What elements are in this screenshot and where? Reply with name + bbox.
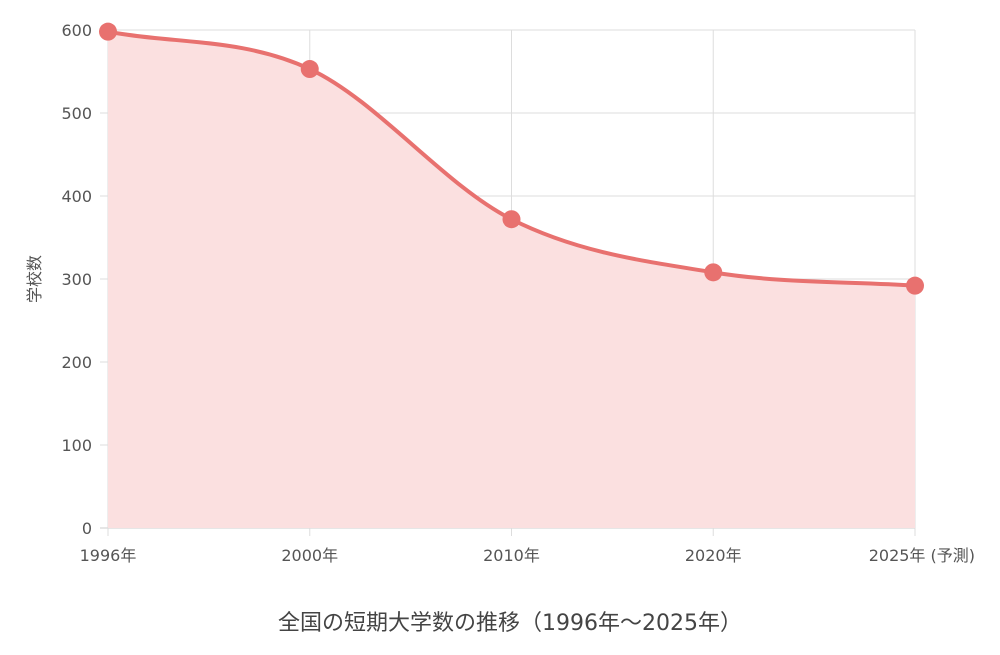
y-axis-ticks: 0 100 200 300 400 500 600	[61, 21, 92, 538]
data-point[interactable]	[906, 276, 924, 295]
y-tick-label: 200	[61, 353, 92, 372]
y-tick-label: 500	[61, 104, 92, 123]
area-fill	[108, 31, 915, 528]
data-point[interactable]	[99, 22, 117, 41]
data-point[interactable]	[502, 210, 521, 229]
x-tick-label: 2000年	[281, 546, 338, 565]
x-tick-label: 2010年	[483, 546, 540, 565]
x-tick-label: 2020年	[685, 546, 742, 565]
x-axis-ticks: 1996年 2000年 2010年 2020年 2025年 (予測)	[80, 546, 975, 565]
data-points	[99, 22, 924, 295]
x-tick-label: 2025年 (予測)	[869, 546, 975, 565]
chart-title: 全国の短期大学数の推移（1996年〜2025年）	[278, 611, 742, 636]
data-point[interactable]	[300, 60, 319, 79]
y-tick-label: 0	[82, 519, 92, 538]
y-tick-label: 100	[61, 436, 92, 455]
data-point[interactable]	[704, 263, 723, 282]
y-tick-label: 400	[61, 187, 92, 206]
y-tick-label: 300	[61, 270, 92, 289]
y-tick-label: 600	[61, 21, 92, 40]
x-tick-label: 1996年	[80, 546, 137, 565]
y-axis-title: 学校数	[25, 255, 44, 303]
area-fill-layer	[108, 31, 915, 528]
